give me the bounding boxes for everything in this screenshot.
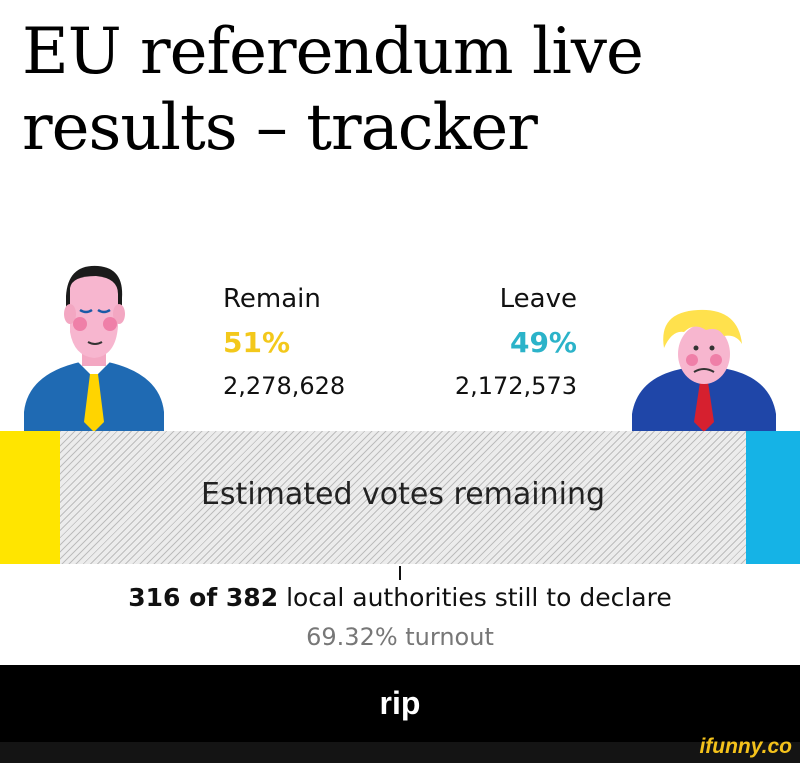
watermark-logo: ifunny.co (699, 735, 792, 758)
watermark-strip (0, 742, 800, 763)
leave-leader-illustration (628, 304, 780, 432)
declaration-status: 316 of 382 local authorities still to de… (0, 583, 800, 612)
remain-percent: 51% (223, 326, 291, 359)
remain-bar-segment (0, 431, 60, 564)
title-line-1: EU referendum live (22, 15, 644, 89)
leave-percent: 49% (509, 326, 577, 359)
declared-count: 316 of 382 (128, 583, 279, 612)
turnout-text: 69.32% turnout (306, 623, 494, 651)
results-bar: Estimated votes remaining (0, 431, 800, 564)
remaining-votes-label: Estimated votes remaining (200, 477, 606, 512)
declare-text: local authorities still to declare (286, 583, 672, 612)
remain-votes: 2,278,628 (223, 372, 346, 400)
caption-text: rip (379, 685, 421, 721)
remaining-votes-segment: Estimated votes remaining (60, 431, 746, 564)
remain-label: Remain (223, 284, 321, 314)
leave-label: Leave (499, 284, 577, 314)
title-line-2: results – tracker (22, 91, 538, 165)
remain-leader-illustration (18, 262, 170, 432)
leave-votes: 2,172,573 (454, 372, 577, 400)
majority-marker (399, 566, 401, 580)
page-title: EU referendum live results – tracker (22, 14, 792, 166)
leave-bar-segment (746, 431, 800, 564)
caption-footer: rip ifunny.co (0, 665, 800, 763)
